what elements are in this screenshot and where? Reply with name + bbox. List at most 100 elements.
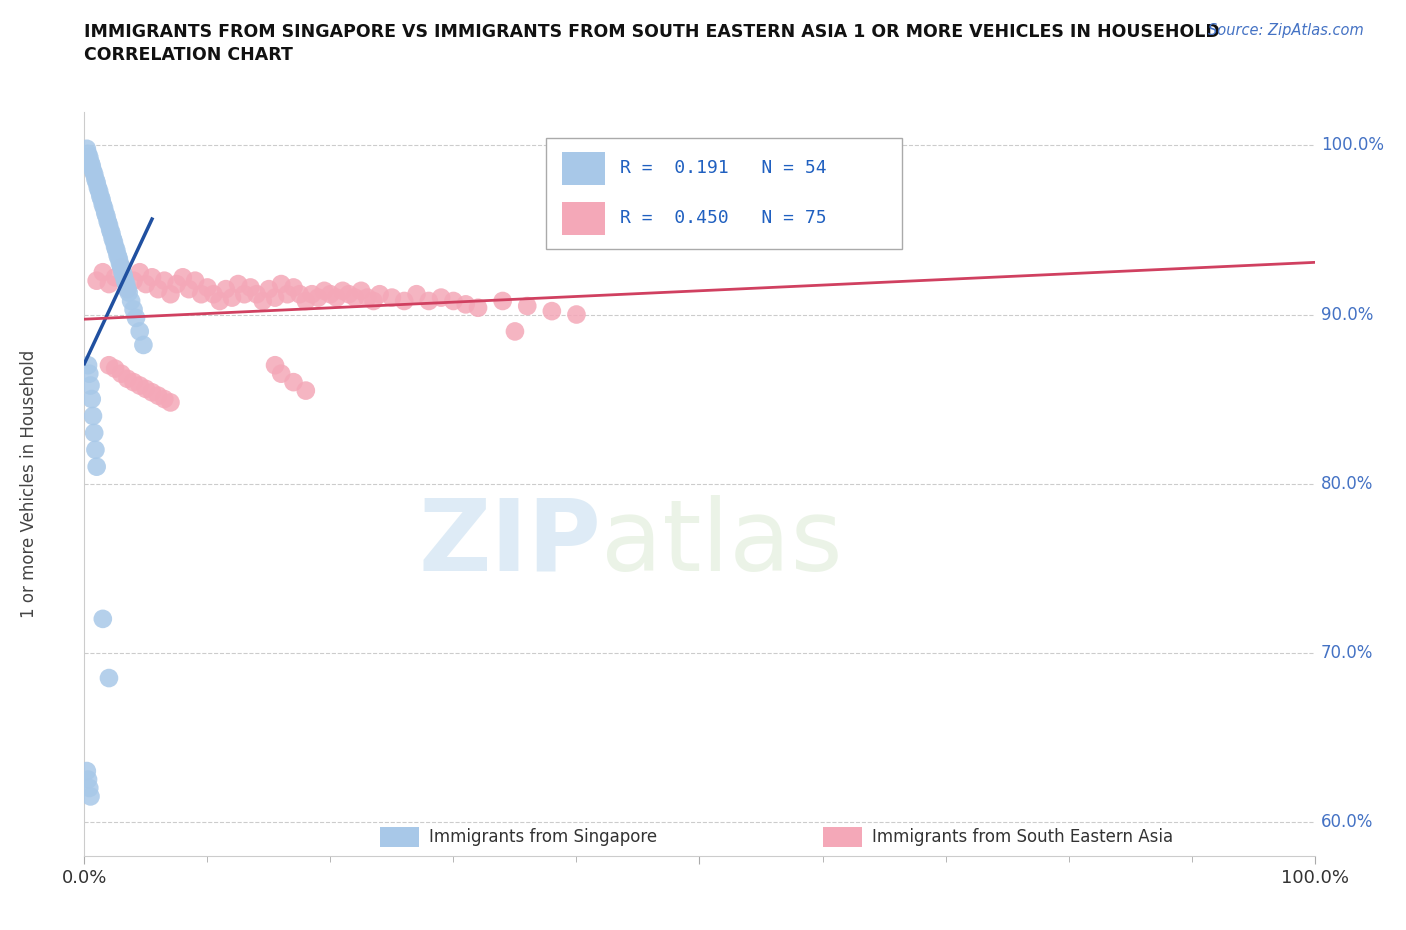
Point bbox=[94, 206, 117, 220]
Point bbox=[110, 259, 132, 274]
Point bbox=[118, 286, 141, 300]
Text: 90.0%: 90.0% bbox=[1320, 306, 1374, 324]
Point bbox=[467, 300, 489, 315]
Text: 80.0%: 80.0% bbox=[1320, 474, 1374, 493]
Point bbox=[84, 443, 107, 458]
Point bbox=[96, 209, 118, 224]
Point bbox=[295, 294, 318, 309]
Point bbox=[381, 290, 404, 305]
Point bbox=[135, 276, 157, 291]
FancyBboxPatch shape bbox=[380, 828, 419, 846]
Text: atlas: atlas bbox=[602, 495, 842, 591]
Point bbox=[233, 286, 256, 301]
Point bbox=[319, 286, 342, 301]
Point bbox=[83, 166, 105, 181]
Point bbox=[503, 324, 526, 339]
Text: IMMIGRANTS FROM SINGAPORE VS IMMIGRANTS FROM SOUTH EASTERN ASIA 1 OR MORE VEHICL: IMMIGRANTS FROM SINGAPORE VS IMMIGRANTS … bbox=[84, 23, 1220, 41]
Point bbox=[307, 290, 329, 305]
Point bbox=[120, 294, 142, 309]
Point bbox=[344, 290, 367, 305]
Point bbox=[87, 180, 110, 195]
Point bbox=[100, 226, 122, 241]
Point bbox=[82, 164, 104, 179]
Point bbox=[90, 193, 112, 207]
Point bbox=[98, 358, 120, 373]
Point bbox=[108, 251, 131, 266]
Point bbox=[221, 290, 243, 305]
Point bbox=[98, 222, 121, 237]
Point bbox=[368, 286, 391, 301]
Point bbox=[270, 276, 292, 291]
Point bbox=[122, 375, 145, 390]
Point bbox=[87, 183, 111, 198]
Point bbox=[148, 282, 170, 297]
Point bbox=[159, 395, 181, 410]
Point bbox=[172, 270, 194, 285]
Point bbox=[79, 150, 101, 165]
Point bbox=[337, 286, 360, 301]
Point bbox=[79, 780, 101, 795]
Text: CORRELATION CHART: CORRELATION CHART bbox=[84, 46, 294, 64]
Point bbox=[107, 248, 129, 263]
Point bbox=[565, 307, 588, 322]
Point bbox=[125, 311, 148, 325]
Point bbox=[301, 286, 323, 301]
FancyBboxPatch shape bbox=[562, 152, 605, 185]
Point bbox=[79, 379, 101, 393]
Point bbox=[89, 189, 111, 204]
Point bbox=[86, 175, 108, 190]
Point bbox=[276, 286, 298, 301]
Point bbox=[215, 282, 238, 297]
Point bbox=[492, 294, 515, 309]
Point bbox=[295, 383, 318, 398]
Point bbox=[166, 276, 188, 291]
Point bbox=[252, 294, 274, 309]
Text: Source: ZipAtlas.com: Source: ZipAtlas.com bbox=[1208, 23, 1364, 38]
Point bbox=[153, 392, 176, 406]
Point bbox=[443, 294, 465, 309]
FancyBboxPatch shape bbox=[823, 828, 862, 846]
Point bbox=[288, 286, 311, 301]
Point bbox=[418, 294, 440, 309]
Text: Immigrants from South Eastern Asia: Immigrants from South Eastern Asia bbox=[872, 828, 1173, 846]
Point bbox=[83, 425, 105, 440]
Point bbox=[246, 286, 269, 301]
Point bbox=[117, 371, 139, 386]
Point bbox=[325, 290, 347, 305]
FancyBboxPatch shape bbox=[546, 138, 903, 249]
Point bbox=[91, 197, 114, 212]
Point bbox=[264, 290, 287, 305]
Point bbox=[516, 299, 538, 313]
Text: 60.0%: 60.0% bbox=[1320, 813, 1374, 830]
Text: 100.0%: 100.0% bbox=[1320, 137, 1384, 154]
Point bbox=[283, 280, 305, 295]
Point bbox=[86, 273, 108, 288]
Point bbox=[190, 286, 212, 301]
Point bbox=[148, 388, 170, 403]
Point bbox=[112, 268, 135, 283]
Point bbox=[197, 280, 219, 295]
Point bbox=[91, 611, 114, 626]
Point bbox=[363, 294, 385, 309]
Point bbox=[117, 282, 139, 297]
Point bbox=[208, 294, 231, 309]
Point bbox=[115, 276, 138, 291]
Point bbox=[77, 358, 100, 373]
Point bbox=[110, 259, 132, 274]
Point bbox=[264, 358, 287, 373]
Point bbox=[77, 146, 100, 161]
Point bbox=[332, 284, 354, 299]
Point bbox=[541, 304, 564, 319]
Text: Immigrants from Singapore: Immigrants from Singapore bbox=[429, 828, 657, 846]
Point bbox=[135, 381, 157, 396]
Point bbox=[108, 257, 131, 272]
Point bbox=[111, 265, 134, 280]
Point bbox=[128, 265, 150, 280]
Point bbox=[77, 772, 100, 787]
Point bbox=[153, 273, 176, 288]
Point bbox=[226, 276, 249, 291]
Point bbox=[430, 290, 453, 305]
Point bbox=[98, 218, 120, 232]
Point bbox=[76, 764, 98, 778]
Point bbox=[86, 459, 108, 474]
